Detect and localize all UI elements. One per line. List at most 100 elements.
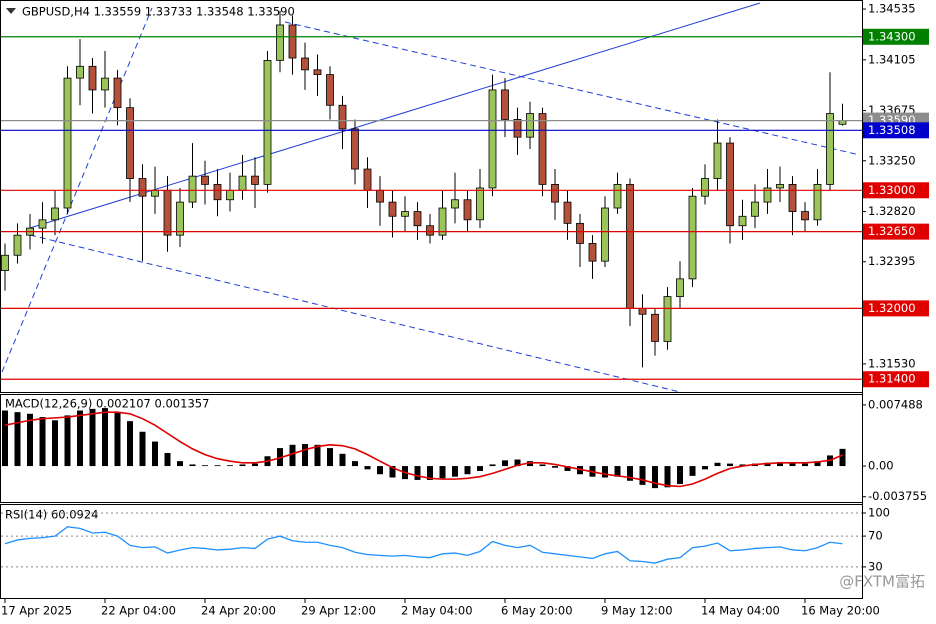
candle-body: [401, 211, 409, 217]
candle-body: [526, 113, 534, 138]
x-tick-label: 14 May 04:00: [701, 604, 780, 618]
candle-body: [513, 119, 522, 138]
candle-body: [651, 313, 659, 342]
macd-bar: [627, 466, 633, 481]
macd-bar: [339, 453, 346, 467]
candle-body: [13, 234, 22, 256]
candle-body: [576, 222, 584, 244]
macd-bar: [177, 461, 183, 467]
candle-body: [126, 107, 134, 179]
candle-body: [663, 296, 672, 342]
candle-body: [626, 183, 634, 309]
y-tick-label: 1.31530: [868, 356, 916, 370]
candle-body: [488, 89, 497, 189]
y-tick-label: 30: [868, 559, 883, 573]
candle-body: [38, 219, 47, 229]
macd-bar: [389, 466, 396, 478]
candle-body: [151, 189, 159, 197]
macd-title: MACD(12,26,9) 0.002107 0.001357: [5, 397, 209, 411]
macd-bar: [152, 441, 158, 467]
level-label-bg: [863, 122, 929, 139]
macd-bar: [764, 462, 771, 467]
y-tick-label: 100: [868, 506, 890, 520]
rsi-panel: [0, 504, 863, 599]
y-tick-label: 0.007488: [868, 397, 923, 411]
macd-bar: [214, 465, 221, 467]
macd-bar: [14, 412, 21, 467]
candle-body: [813, 183, 822, 221]
macd-bar: [614, 466, 621, 477]
candle-body: [638, 307, 647, 315]
macd-bar: [689, 466, 696, 476]
candle-body: [688, 195, 697, 280]
candle-body: [563, 201, 572, 224]
candle-body: [201, 175, 209, 185]
macd-bar: [802, 463, 808, 467]
macd-bar: [464, 466, 471, 475]
macd-bar: [52, 420, 58, 467]
macd-bar: [489, 464, 496, 467]
macd-bar: [777, 461, 783, 467]
level-label: 1.31400: [868, 372, 916, 386]
candle-body: [351, 128, 359, 170]
macd-bar: [577, 466, 583, 475]
macd-bar: [639, 466, 646, 485]
trend-line: [284, 21, 861, 156]
y-tick-label: -0.003755: [868, 489, 927, 503]
candle-body: [801, 211, 809, 221]
y-tick-label: 1.34535: [868, 2, 916, 16]
candle-body: [63, 77, 72, 209]
macd-bar: [602, 466, 608, 478]
macd-bar: [139, 431, 146, 467]
y-tick-label: 1.32820: [868, 204, 916, 218]
candle-body: [463, 199, 472, 221]
y-tick-label: 0.00: [868, 459, 894, 473]
trend-line: [1, 7, 153, 373]
candle-body: [338, 104, 347, 130]
macd-bar: [739, 464, 746, 467]
candle-body: [438, 207, 447, 236]
rsi-line: [4, 526, 843, 564]
macd-bar: [727, 463, 733, 467]
candle-body: [326, 74, 334, 106]
rsi-title: RSI(14) 60.0924: [5, 508, 99, 522]
candle-body: [388, 201, 397, 217]
symbol-icon: [6, 8, 16, 14]
macd-bar: [127, 421, 133, 467]
candle-body: [451, 199, 459, 209]
macd-bar: [652, 466, 658, 489]
macd-bar: [839, 448, 846, 467]
macd-bar: [564, 466, 571, 471]
macd-bar: [452, 466, 458, 477]
macd-bar: [514, 459, 521, 467]
candle-body: [51, 207, 59, 221]
macd-bar: [39, 417, 46, 467]
candle-body: [751, 201, 759, 217]
candle-body: [476, 187, 484, 221]
macd-bar: [527, 461, 533, 467]
x-tick-label: 2 May 04:00: [401, 604, 473, 618]
candle-body: [551, 183, 559, 203]
macd-bar: [377, 466, 383, 475]
candle-body: [313, 69, 322, 75]
level-label-bg: [863, 182, 929, 199]
candle-body: [788, 183, 797, 212]
macd-bar: [227, 465, 233, 467]
candle-body: [276, 24, 284, 61]
level-label-bg: [863, 28, 929, 45]
macd-bar: [552, 466, 558, 468]
candle-body: [76, 65, 84, 79]
candle-body: [363, 168, 372, 191]
candle-body: [701, 178, 709, 197]
y-tick-label: 1.33250: [868, 153, 916, 167]
macd-bar: [427, 466, 433, 480]
y-tick-label: 1.34105: [868, 52, 916, 66]
macd-bar: [202, 465, 208, 467]
macd-bar: [314, 444, 321, 467]
candle-body: [713, 142, 722, 179]
candle-body: [176, 201, 184, 236]
candle-body: [301, 57, 309, 71]
macd-bar: [114, 412, 121, 467]
x-tick-label: 22 Apr 04:00: [101, 604, 176, 618]
candle-body: [413, 211, 422, 227]
